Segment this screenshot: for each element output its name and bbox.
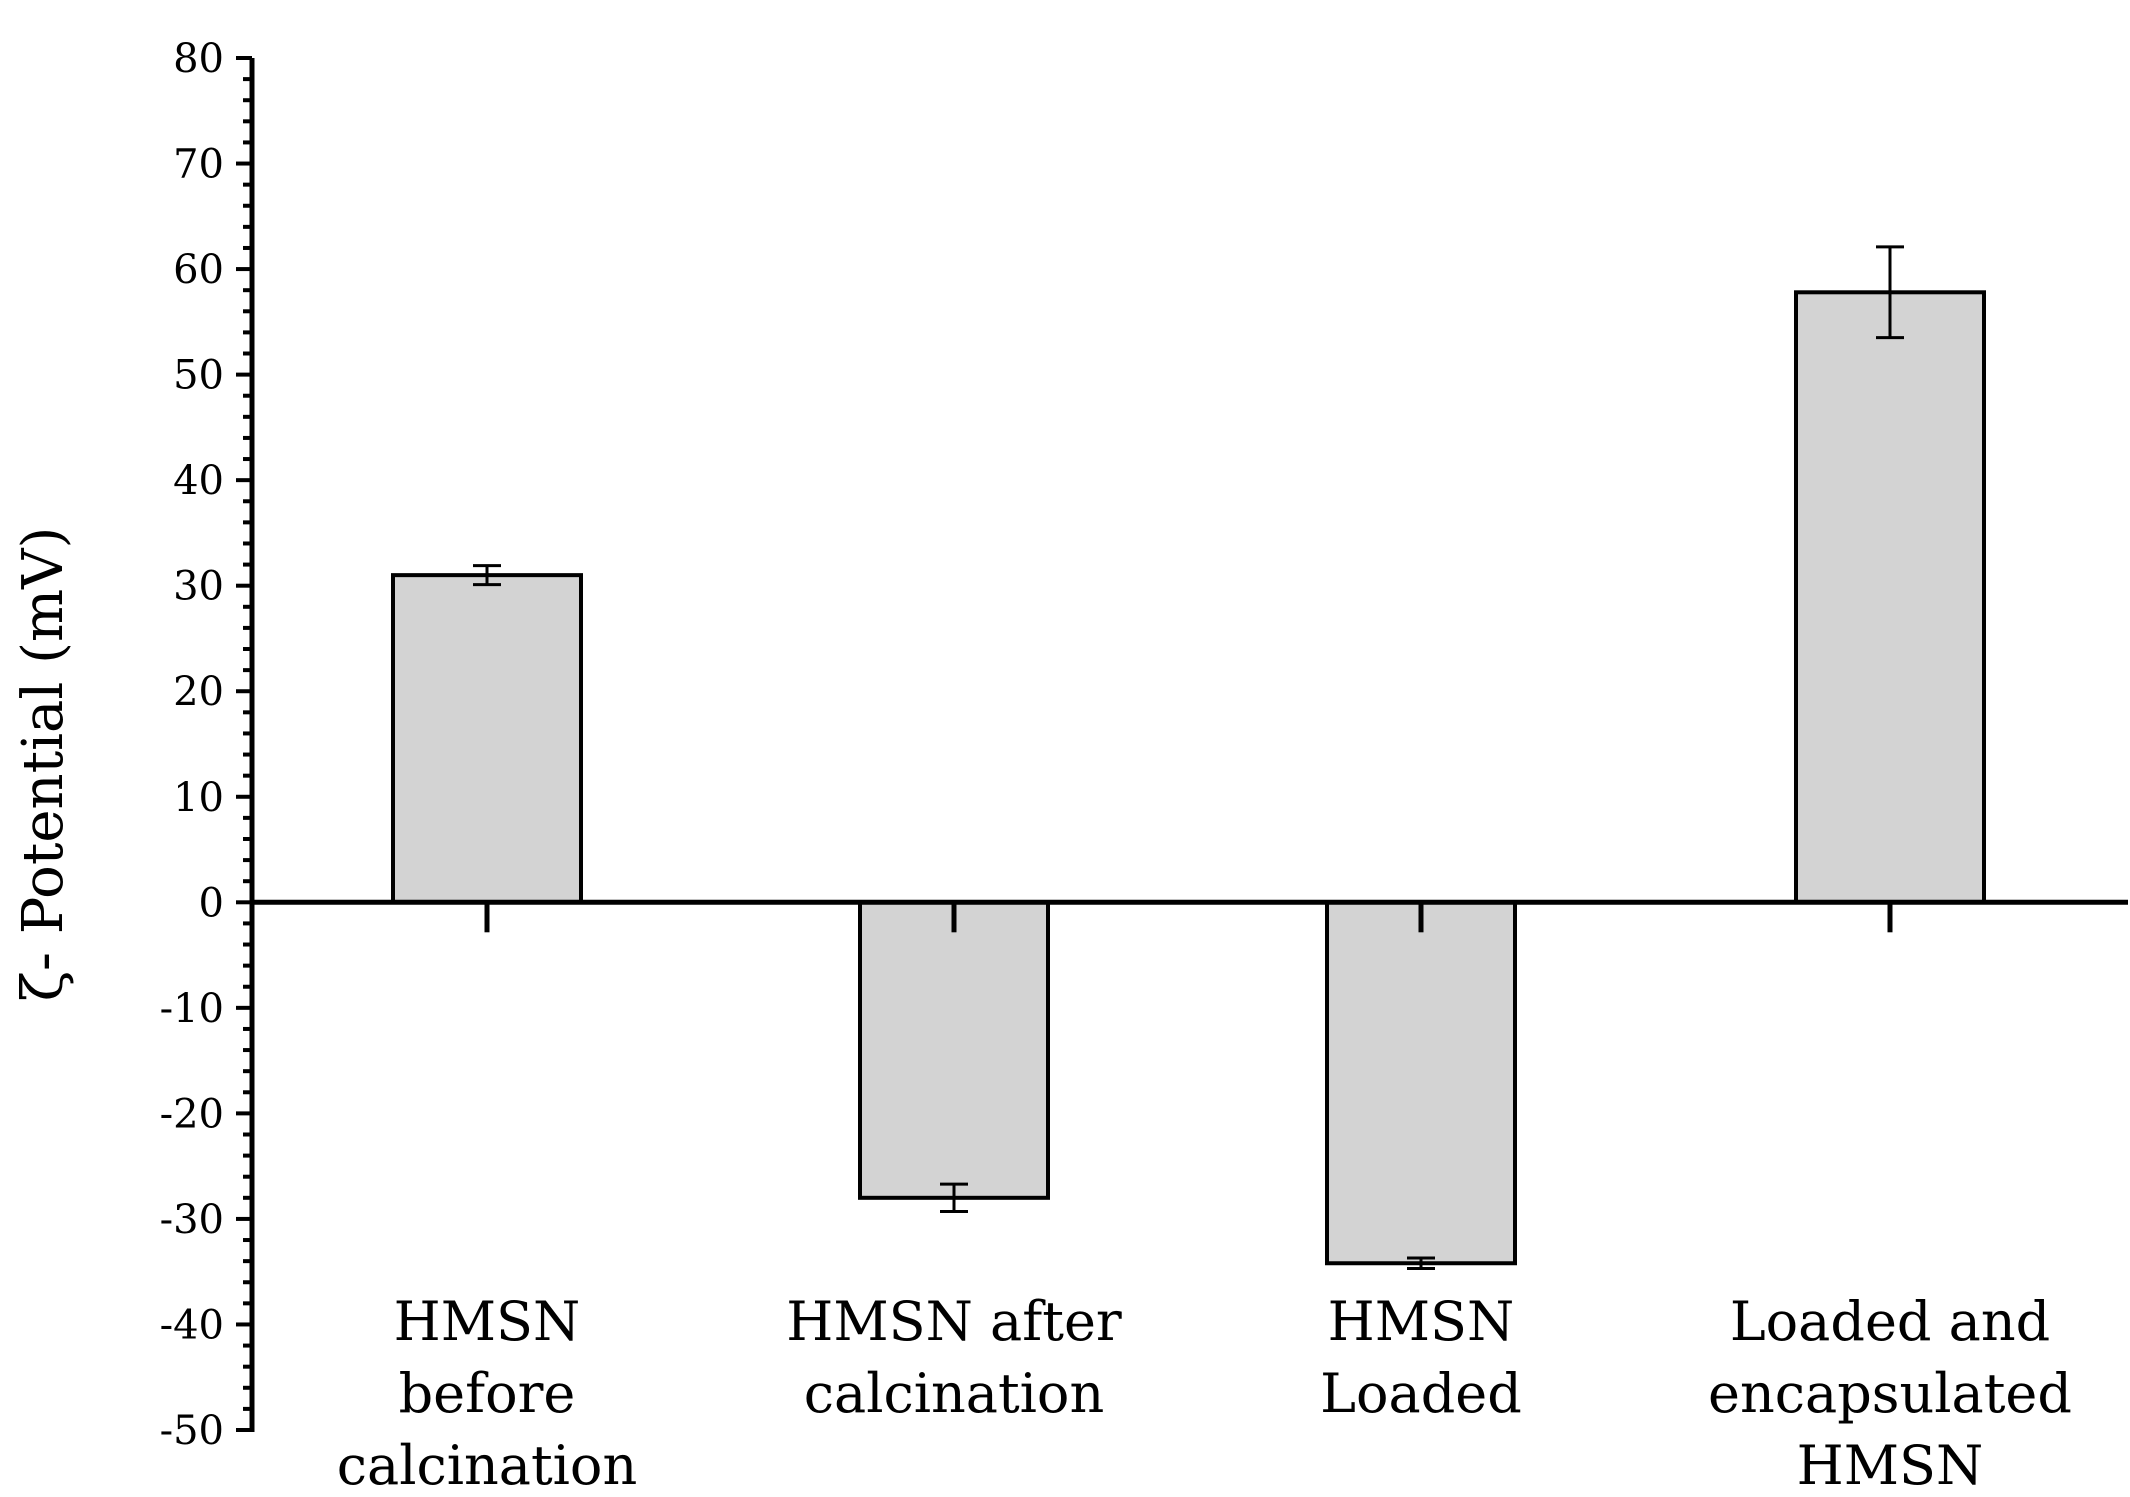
y-tick-label: 40 (173, 458, 224, 504)
category-label: Loaded (1320, 1362, 1522, 1425)
y-axis-title: ζ- Potential (mV) (11, 527, 76, 1002)
y-tick-label: 30 (173, 564, 224, 610)
y-axis-ticks: -50 -40 -30 -20 -10 0 10 20 30 40 50 60 70 80 (160, 36, 252, 1454)
y-tick-label: -30 (160, 1197, 224, 1243)
y-tick-label: -40 (160, 1302, 224, 1348)
category-label: encapsulated (1708, 1362, 2072, 1425)
y-tick-label: -50 (160, 1408, 224, 1454)
bars (391, 290, 1986, 1266)
x-axis-ticks (484, 902, 1893, 933)
y-tick-label: 10 (173, 775, 224, 821)
category-label: calcination (337, 1434, 637, 1497)
bar (1794, 290, 1986, 905)
y-tick-label: 20 (173, 669, 224, 715)
y-tick-label: 70 (173, 142, 224, 188)
bar (858, 900, 1050, 1200)
y-tick-label: -20 (160, 1091, 224, 1137)
axes (249, 58, 2128, 1432)
bar (1325, 900, 1517, 1266)
category-label: before (399, 1362, 576, 1425)
category-label: HMSN after (786, 1290, 1122, 1353)
y-tick-label: -10 (160, 986, 224, 1032)
category-labels: HMSN before calcination HMSN after calcinati… (337, 1290, 2072, 1497)
category-label: Loaded and (1730, 1290, 2050, 1353)
category-label: calcination (804, 1362, 1104, 1425)
y-tick-label: 50 (173, 353, 224, 399)
category-label: HMSN (1797, 1434, 1984, 1497)
error-bars (473, 245, 1904, 1271)
category-label: HMSN (394, 1290, 581, 1353)
bar (391, 573, 583, 905)
category-label: HMSN (1328, 1290, 1515, 1353)
y-tick-label: 60 (173, 247, 224, 293)
y-tick-label: 0 (199, 880, 224, 926)
y-tick-label: 80 (173, 36, 224, 82)
